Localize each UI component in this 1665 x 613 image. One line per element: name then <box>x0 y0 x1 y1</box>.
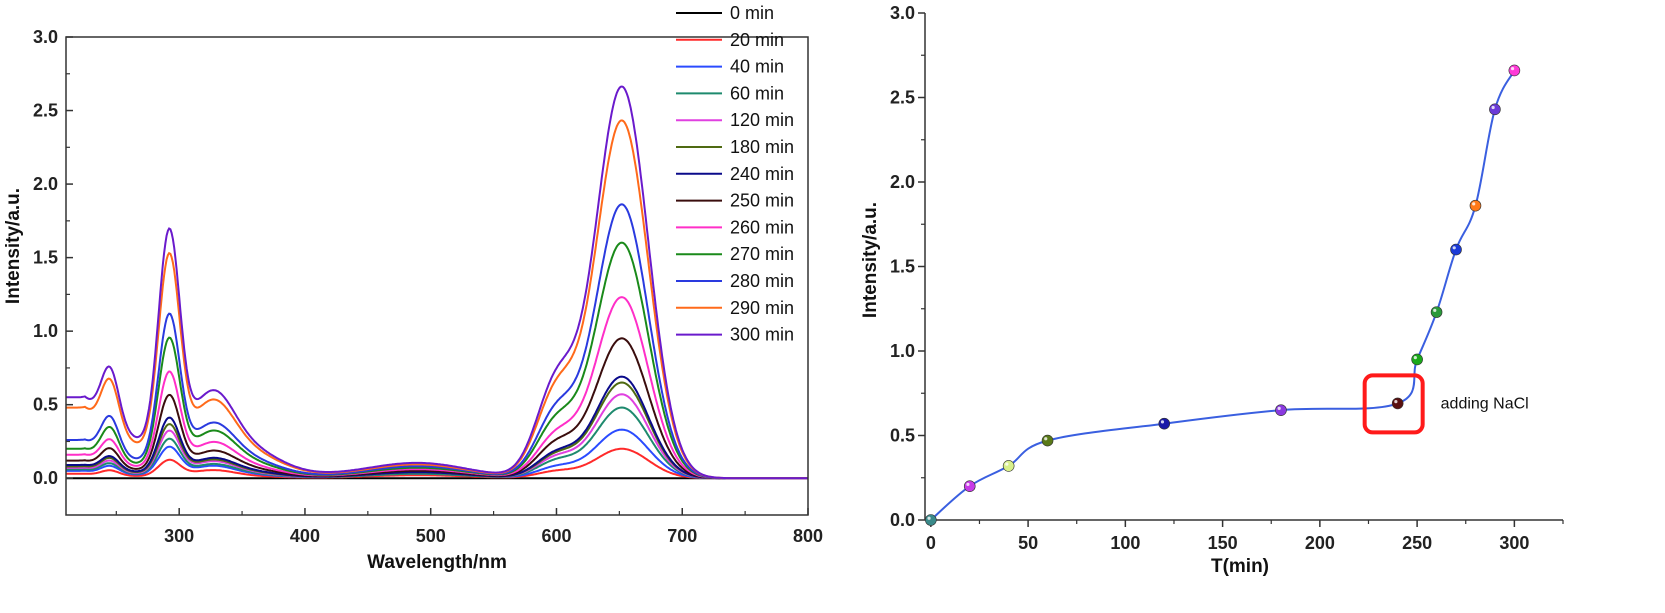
x-tick-label: 800 <box>793 526 823 546</box>
data-point-highlight <box>1044 437 1048 441</box>
data-point-highlight <box>1452 246 1456 250</box>
legend-label: 40 min <box>730 57 784 77</box>
data-point <box>1158 417 1171 430</box>
legend-label: 280 min <box>730 271 794 291</box>
x-tick-label: 100 <box>1110 533 1140 553</box>
spectrum-curve <box>66 85 808 480</box>
x-tick-label: 700 <box>667 526 697 546</box>
legend-label: 0 min <box>730 3 774 23</box>
data-point <box>1391 397 1404 410</box>
y-tick-label: 0.0 <box>890 510 915 530</box>
data-point-highlight <box>927 516 931 520</box>
spectrum-curve <box>66 447 808 480</box>
legend-label: 20 min <box>730 30 784 50</box>
data-point-highlight <box>1413 356 1417 360</box>
spectrum-curve <box>66 296 808 480</box>
y-tick-label: 1.5 <box>890 257 915 277</box>
legend-label: 180 min <box>730 137 794 157</box>
spectrum-curve <box>66 203 808 480</box>
spectra-plot-frame <box>65 36 809 516</box>
time-series-points <box>925 64 1521 526</box>
data-point <box>1430 306 1443 318</box>
y-tick-label: 3.0 <box>890 3 915 23</box>
time-xlabel: T(min) <box>1211 556 1269 577</box>
x-tick-label: 50 <box>1018 533 1038 553</box>
y-tick-label: 2.0 <box>890 172 915 192</box>
data-point-highlight <box>966 482 970 486</box>
spectrum-curve <box>66 337 808 480</box>
x-tick-label: 200 <box>1305 533 1335 553</box>
y-tick-label: 2.5 <box>890 88 915 108</box>
legend-label: 290 min <box>730 298 794 318</box>
data-point <box>1041 434 1054 447</box>
legend-label: 60 min <box>730 83 784 103</box>
data-point <box>1411 353 1423 366</box>
x-tick-label: 600 <box>541 526 571 546</box>
data-point-highlight <box>1491 105 1495 110</box>
x-tick-label: 0 <box>926 533 936 553</box>
x-tick-label: 150 <box>1208 533 1238 553</box>
data-point <box>925 514 937 526</box>
data-point-highlight <box>1160 420 1165 424</box>
spectra-xlabel: Wavelength/nm <box>367 552 507 573</box>
time-ticks: 0 50 100 150 200 250 300 0.0 0.5 1.0 1.5 2.0 2.5 3.0 <box>890 3 1564 553</box>
y-tick-label: 2.0 <box>33 174 58 194</box>
spectra-legend: 0 min 20 min 40 min 60 min 120 min 180 min 240… <box>676 3 794 345</box>
spectra-chart: 300 400 500 600 700 8000.00.51.01.52.02.53.0 … <box>3 3 823 573</box>
x-tick-label: 250 <box>1402 533 1432 553</box>
y-tick-label: 3.0 <box>33 27 58 47</box>
spectrum-curve <box>66 375 808 480</box>
data-point-highlight <box>1394 399 1398 404</box>
data-point-highlight <box>1433 308 1437 312</box>
x-tick-label: 400 <box>290 526 320 546</box>
nacl-highlight-box <box>1362 373 1425 435</box>
data-point-highlight <box>1277 406 1281 410</box>
legend-label: 270 min <box>730 244 794 264</box>
legend-label: 240 min <box>730 164 794 184</box>
spectra-ylabel: Intensity/a.u. <box>3 188 24 304</box>
data-point <box>1508 64 1521 77</box>
intensity-time-chart: 0 50 100 150 200 250 3000.00.51.01.52.02.53.0 … <box>860 3 1564 577</box>
legend-label: 260 min <box>730 217 794 237</box>
spectra-curves <box>66 85 808 480</box>
y-tick-label: 0.5 <box>890 426 915 446</box>
spectra-ticks: 300 400 500 600 700 800 0.0 0.5 1.0 1.5 2.0 2.5 3.0 <box>33 27 823 546</box>
data-point-highlight <box>1472 202 1476 206</box>
data-point <box>1275 404 1287 416</box>
y-tick-label: 2.5 <box>33 101 58 121</box>
x-tick-label: 300 <box>1499 533 1529 553</box>
data-point-highlight <box>1510 67 1515 71</box>
y-tick-label: 1.0 <box>890 341 915 361</box>
y-tick-label: 0.0 <box>33 468 58 488</box>
legend-label: 120 min <box>730 110 794 130</box>
time-ylabel: Intensity/a.u. <box>860 202 881 318</box>
time-axes <box>924 13 1563 521</box>
data-point <box>1450 243 1462 256</box>
data-point-highlight <box>1005 462 1009 466</box>
y-tick-label: 1.5 <box>33 248 58 268</box>
data-point <box>1469 199 1482 212</box>
x-tick-label: 300 <box>164 526 194 546</box>
y-tick-label: 1.0 <box>33 321 58 341</box>
spectrum-curve <box>66 241 808 480</box>
x-tick-label: 500 <box>416 526 446 546</box>
legend-label: 300 min <box>730 325 794 345</box>
y-tick-label: 0.5 <box>33 395 58 415</box>
nacl-annotation: adding NaCl <box>1441 395 1529 412</box>
data-point <box>1489 103 1501 116</box>
legend-label: 250 min <box>730 191 794 211</box>
data-point <box>963 480 976 493</box>
time-series-line <box>930 70 1516 521</box>
data-point <box>1002 460 1015 472</box>
